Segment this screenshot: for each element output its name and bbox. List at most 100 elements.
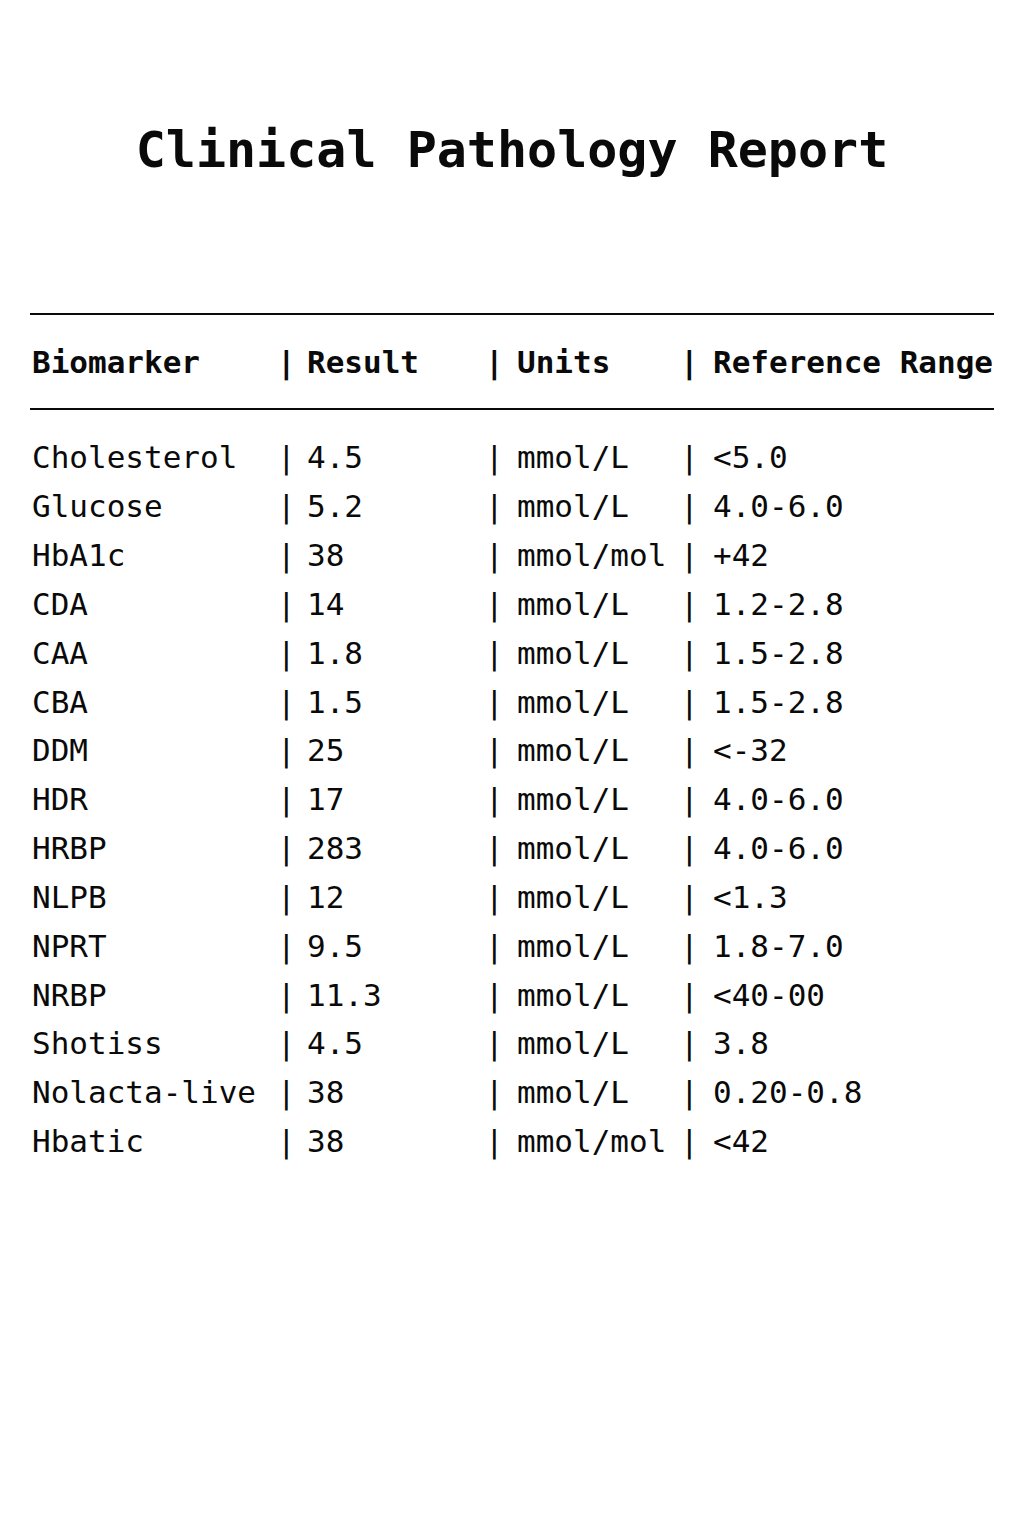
column-separator: |	[680, 439, 713, 475]
cell-result: 38	[307, 1074, 485, 1110]
table-row: HRBP | 283 | mmol/L | 4.0-6.0	[30, 824, 994, 873]
table-row: CAA | 1.8 | mmol/L | 1.5-2.8	[30, 628, 994, 677]
table-row: Cholesterol | 4.5 | mmol/L | <5.0	[30, 433, 994, 482]
table-row: Shotiss | 4.5 | mmol/L | 3.8	[30, 1019, 994, 1068]
column-separator: |	[680, 586, 713, 622]
column-separator: |	[485, 344, 517, 380]
column-separator: |	[485, 977, 517, 1013]
cell-units: mmol/mol	[517, 1123, 680, 1159]
column-separator: |	[485, 1025, 517, 1061]
column-separator: |	[680, 781, 713, 817]
cell-result: 38	[307, 537, 485, 573]
cell-reference: <42	[713, 1123, 994, 1159]
table-header: Biomarker | Result | Units | Reference R…	[30, 313, 994, 410]
cell-reference: <40-00	[713, 977, 994, 1013]
table-row: Hbatic | 38 | mmol/mol | <42	[30, 1117, 994, 1166]
cell-result: 14	[307, 586, 485, 622]
column-separator: |	[277, 732, 307, 768]
cell-units: mmol/L	[517, 879, 680, 915]
cell-result: 283	[307, 830, 485, 866]
column-separator: |	[277, 879, 307, 915]
column-separator: |	[485, 635, 517, 671]
cell-biomarker: CAA	[32, 635, 277, 671]
cell-reference: 0.20-0.8	[713, 1074, 994, 1110]
cell-biomarker: HRBP	[32, 830, 277, 866]
table-row: HDR | 17 | mmol/L | 4.0-6.0	[30, 775, 994, 824]
column-separator: |	[277, 684, 307, 720]
cell-reference: <5.0	[713, 439, 994, 475]
cell-units: mmol/L	[517, 1074, 680, 1110]
header-reference: Reference Range	[713, 344, 994, 380]
column-separator: |	[680, 635, 713, 671]
table-row: CDA | 14 | mmol/L | 1.2-2.8	[30, 579, 994, 628]
cell-units: mmol/mol	[517, 537, 680, 573]
column-separator: |	[277, 928, 307, 964]
column-separator: |	[680, 830, 713, 866]
column-separator: |	[277, 781, 307, 817]
column-separator: |	[277, 537, 307, 573]
cell-biomarker: NLPB	[32, 879, 277, 915]
cell-biomarker: Cholesterol	[32, 439, 277, 475]
column-separator: |	[485, 879, 517, 915]
column-separator: |	[680, 732, 713, 768]
cell-reference: 4.0-6.0	[713, 830, 994, 866]
cell-result: 1.5	[307, 684, 485, 720]
column-separator: |	[680, 879, 713, 915]
cell-result: 4.5	[307, 1025, 485, 1061]
header-result: Result	[307, 344, 485, 380]
cell-result: 12	[307, 879, 485, 915]
cell-biomarker: HbA1c	[32, 537, 277, 573]
column-separator: |	[485, 1123, 517, 1159]
cell-reference: <-32	[713, 732, 994, 768]
cell-reference: +42	[713, 537, 994, 573]
cell-units: mmol/L	[517, 1025, 680, 1061]
cell-biomarker: DDM	[32, 732, 277, 768]
cell-units: mmol/L	[517, 928, 680, 964]
column-separator: |	[485, 439, 517, 475]
table-body: Cholesterol | 4.5 | mmol/L | <5.0 Glucos…	[30, 433, 994, 1165]
column-separator: |	[680, 1025, 713, 1061]
cell-units: mmol/L	[517, 977, 680, 1013]
cell-units: mmol/L	[517, 781, 680, 817]
header-biomarker: Biomarker	[32, 344, 277, 380]
cell-units: mmol/L	[517, 488, 680, 524]
column-separator: |	[680, 537, 713, 573]
cell-result: 4.5	[307, 439, 485, 475]
column-separator: |	[485, 928, 517, 964]
cell-reference: 3.8	[713, 1025, 994, 1061]
table-row: DDM | 25 | mmol/L | <-32	[30, 726, 994, 775]
table-row: NRBP | 11.3 | mmol/L | <40-00	[30, 970, 994, 1019]
cell-reference: 1.2-2.8	[713, 586, 994, 622]
column-separator: |	[277, 977, 307, 1013]
cell-biomarker: HDR	[32, 781, 277, 817]
table-row: Glucose | 5.2 | mmol/L | 4.0-6.0	[30, 482, 994, 531]
column-separator: |	[680, 1123, 713, 1159]
cell-units: mmol/L	[517, 586, 680, 622]
cell-units: mmol/L	[517, 732, 680, 768]
column-separator: |	[680, 977, 713, 1013]
cell-units: mmol/L	[517, 684, 680, 720]
cell-biomarker: CBA	[32, 684, 277, 720]
column-separator: |	[680, 344, 713, 380]
column-separator: |	[680, 684, 713, 720]
cell-biomarker: Nolacta-live	[32, 1074, 277, 1110]
cell-units: mmol/L	[517, 439, 680, 475]
cell-result: 17	[307, 781, 485, 817]
cell-reference: 4.0-6.0	[713, 781, 994, 817]
cell-biomarker: NRBP	[32, 977, 277, 1013]
table-row: Nolacta-live | 38 | mmol/L | 0.20-0.8	[30, 1068, 994, 1117]
report-page: Clinical Pathology Report Biomarker | Re…	[0, 0, 1024, 1536]
column-separator: |	[277, 488, 307, 524]
column-separator: |	[277, 1123, 307, 1159]
column-separator: |	[485, 732, 517, 768]
cell-result: 38	[307, 1123, 485, 1159]
cell-result: 9.5	[307, 928, 485, 964]
column-separator: |	[485, 488, 517, 524]
column-separator: |	[485, 537, 517, 573]
cell-biomarker: Hbatic	[32, 1123, 277, 1159]
cell-biomarker: CDA	[32, 586, 277, 622]
cell-reference: 4.0-6.0	[713, 488, 994, 524]
cell-reference: 1.8-7.0	[713, 928, 994, 964]
cell-result: 1.8	[307, 635, 485, 671]
column-separator: |	[680, 1074, 713, 1110]
